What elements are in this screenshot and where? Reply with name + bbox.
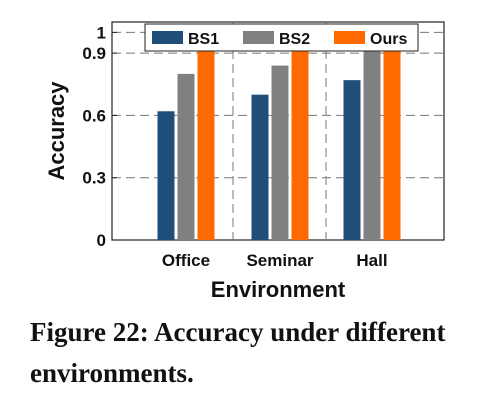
x-tick-labels: Office Seminar Hall [162,251,388,270]
legend-box [144,23,419,52]
bar-bs1-seminar [251,94,269,241]
x-axis-title: Environment [211,277,346,302]
bar-ours-seminar [291,36,309,241]
bar-bs1-office [157,111,175,241]
legend-label-bs2: BS2 [279,31,310,48]
y-tick-label: 0.9 [82,44,106,63]
legend: BS1 BS2 Ours [144,23,419,52]
y-tick-label: 0.6 [82,106,106,125]
accuracy-bar-chart: 0 0.3 0.6 0.9 1 Office Seminar Hall Accuracy E… [44,21,445,302]
legend-label-ours: Ours [370,31,407,48]
y-tick-label: 0.3 [82,169,106,188]
gridlines [112,22,444,241]
y-axis-title: Accuracy [44,81,69,181]
bars [157,36,401,241]
y-tick-label: 0 [97,231,106,250]
x-tick-label: Hall [356,251,387,270]
legend-label-bs1: BS1 [188,31,219,48]
figure-caption: Figure 22: Accuracy under different envi… [30,317,446,388]
y-tick-label: 1 [97,23,106,42]
legend-swatch-bs1 [152,31,183,44]
bar-bs2-seminar [271,65,289,240]
legend-swatch-bs2 [243,31,274,44]
bar-ours-hall [383,36,401,241]
bar-bs1-hall [343,80,361,240]
bar-ours-office [197,40,215,240]
x-tick-label: Seminar [246,251,313,270]
bar-bs2-office [177,73,195,241]
legend-swatch-ours [334,31,365,44]
bar-bs2-hall [363,51,381,240]
x-tick-label: Office [162,251,210,270]
y-tick-labels: 0 0.3 0.6 0.9 1 [82,23,106,250]
